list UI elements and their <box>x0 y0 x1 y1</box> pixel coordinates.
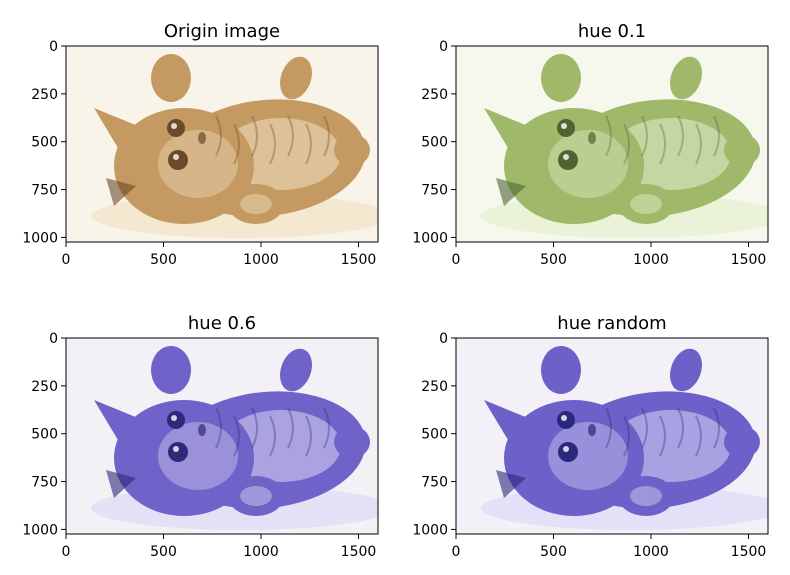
y-tick-label: 1000 <box>22 230 58 246</box>
x-tick-label: 1500 <box>731 252 767 268</box>
x-tick-label: 1500 <box>341 252 377 268</box>
panel-hue-0-6: hue 0.6 0 500 1000 1500 0 250 500 750 1000 <box>22 313 379 560</box>
y-tick-label: 750 <box>421 183 448 199</box>
y-tick-label: 500 <box>31 135 58 151</box>
y-tick-label: 500 <box>421 135 448 151</box>
y-tick-label: 1000 <box>412 522 448 538</box>
x-tick-label: 0 <box>452 252 461 268</box>
axes-frame <box>65 45 379 243</box>
y-tick-label: 0 <box>49 39 58 55</box>
x-tick-label: 0 <box>62 252 71 268</box>
y-tick-label: 500 <box>31 427 58 443</box>
panel-title: hue 0.1 <box>578 21 646 42</box>
y-tick-label: 750 <box>31 475 58 491</box>
x-tick-label: 1500 <box>341 544 377 560</box>
panel-origin-image: Origin image 0 500 1000 1500 0 250 500 750 1000 <box>22 21 379 268</box>
x-tick-label: 1000 <box>243 544 279 560</box>
panel-title: hue random <box>557 313 666 334</box>
x-tick-label: 1500 <box>731 544 767 560</box>
kitten-image <box>456 46 768 242</box>
x-tick-label: 0 <box>452 544 461 560</box>
panel-title: hue 0.6 <box>188 313 256 334</box>
x-tick-label: 500 <box>540 544 567 560</box>
axes-frame <box>455 337 769 535</box>
x-tick-label: 0 <box>62 544 71 560</box>
x-tick-label: 1000 <box>243 252 279 268</box>
y-tick-label: 500 <box>421 427 448 443</box>
kitten-image <box>66 338 378 534</box>
axes-frame <box>65 337 379 535</box>
axes-frame <box>455 45 769 243</box>
kitten-image <box>66 46 378 242</box>
x-tick-label: 500 <box>150 544 177 560</box>
panel-title: Origin image <box>164 21 280 42</box>
y-tick-label: 1000 <box>22 522 58 538</box>
x-tick-label: 500 <box>150 252 177 268</box>
x-tick-label: 500 <box>540 252 567 268</box>
x-tick-label: 1000 <box>633 544 669 560</box>
kitten-image <box>456 338 768 534</box>
y-tick-label: 750 <box>421 475 448 491</box>
panel-hue-random: hue random 0 500 1000 1500 0 250 500 750 1000 <box>412 313 769 560</box>
y-tick-label: 250 <box>31 87 58 103</box>
y-tick-label: 1000 <box>412 230 448 246</box>
y-tick-label: 0 <box>439 39 448 55</box>
y-tick-label: 250 <box>421 87 448 103</box>
y-tick-label: 250 <box>421 379 448 395</box>
y-tick-label: 0 <box>439 331 448 347</box>
x-tick-label: 1000 <box>633 252 669 268</box>
y-tick-label: 750 <box>31 183 58 199</box>
panel-hue-0-1: hue 0.1 0 500 1000 1500 0 250 500 750 1000 <box>412 21 769 268</box>
y-tick-label: 0 <box>49 331 58 347</box>
y-tick-label: 250 <box>31 379 58 395</box>
